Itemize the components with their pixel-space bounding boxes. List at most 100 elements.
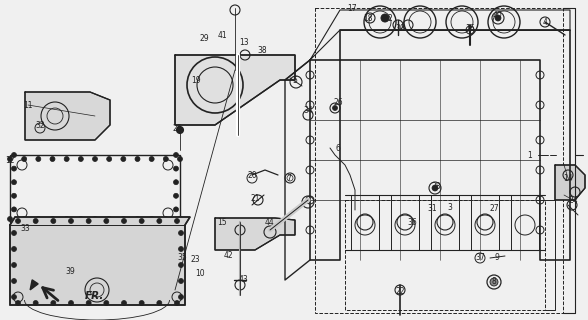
Polygon shape	[175, 55, 295, 125]
Circle shape	[51, 219, 56, 223]
Circle shape	[179, 246, 183, 252]
Circle shape	[163, 156, 168, 162]
Circle shape	[332, 106, 338, 110]
Text: 17: 17	[347, 4, 357, 12]
Circle shape	[12, 246, 16, 252]
Circle shape	[33, 300, 38, 306]
Circle shape	[78, 156, 83, 162]
Circle shape	[176, 126, 183, 133]
Circle shape	[36, 217, 41, 221]
Polygon shape	[555, 165, 585, 200]
Circle shape	[179, 294, 183, 300]
Text: 24: 24	[568, 196, 578, 204]
Circle shape	[122, 300, 126, 306]
Circle shape	[173, 166, 179, 171]
Text: 27: 27	[489, 204, 499, 212]
Bar	[431, 195, 459, 250]
Circle shape	[22, 217, 26, 221]
Circle shape	[121, 156, 126, 162]
Bar	[315, 8, 563, 313]
Circle shape	[106, 217, 112, 221]
Circle shape	[12, 193, 16, 198]
Circle shape	[36, 156, 41, 162]
Circle shape	[179, 262, 183, 268]
Circle shape	[149, 217, 154, 221]
Text: 25: 25	[172, 124, 182, 132]
Text: 18: 18	[363, 13, 373, 22]
Text: 19: 19	[191, 76, 201, 84]
Circle shape	[175, 219, 179, 223]
Text: 35: 35	[177, 253, 187, 262]
Circle shape	[173, 220, 179, 226]
Text: 41: 41	[217, 30, 227, 39]
Circle shape	[122, 219, 126, 223]
Text: 29: 29	[199, 34, 209, 43]
Polygon shape	[10, 217, 190, 305]
Circle shape	[179, 278, 183, 284]
Circle shape	[12, 180, 16, 185]
Text: 39: 39	[65, 268, 75, 276]
Circle shape	[68, 300, 74, 306]
Text: 36: 36	[407, 218, 417, 227]
Circle shape	[157, 219, 162, 223]
Circle shape	[381, 14, 389, 22]
Text: 20: 20	[247, 171, 257, 180]
Circle shape	[175, 300, 179, 306]
Circle shape	[12, 166, 16, 171]
Bar	[511, 195, 539, 250]
Text: 26: 26	[333, 98, 343, 107]
Circle shape	[8, 156, 12, 162]
Circle shape	[33, 219, 38, 223]
Text: 13: 13	[239, 37, 249, 46]
Circle shape	[86, 300, 91, 306]
Text: 15: 15	[217, 218, 227, 227]
Polygon shape	[215, 218, 295, 250]
Circle shape	[106, 156, 112, 162]
Circle shape	[173, 207, 179, 212]
Circle shape	[178, 156, 182, 162]
Text: 37: 37	[475, 253, 485, 262]
Text: 11: 11	[24, 100, 33, 109]
Circle shape	[135, 156, 140, 162]
Circle shape	[121, 217, 126, 221]
Circle shape	[86, 219, 91, 223]
Text: 14: 14	[563, 173, 573, 182]
Circle shape	[12, 278, 16, 284]
Text: 1: 1	[527, 150, 532, 159]
Text: 22: 22	[395, 287, 405, 297]
Bar	[10, 155, 180, 223]
Circle shape	[51, 300, 56, 306]
Text: FR.: FR.	[85, 291, 105, 301]
Text: 2: 2	[387, 13, 392, 22]
Circle shape	[8, 217, 12, 221]
Circle shape	[64, 156, 69, 162]
Circle shape	[92, 217, 98, 221]
Circle shape	[495, 15, 501, 21]
Circle shape	[15, 219, 21, 223]
Text: 34: 34	[303, 106, 313, 115]
Circle shape	[12, 207, 16, 212]
Text: 3: 3	[447, 203, 452, 212]
Circle shape	[173, 180, 179, 185]
Text: 9: 9	[495, 253, 499, 262]
Circle shape	[104, 219, 109, 223]
Text: 43: 43	[239, 276, 249, 284]
Text: 21: 21	[250, 194, 260, 203]
Circle shape	[135, 217, 140, 221]
Circle shape	[178, 217, 182, 221]
Text: 5: 5	[293, 76, 298, 84]
Text: 33: 33	[20, 223, 30, 233]
Circle shape	[92, 156, 98, 162]
Bar	[351, 195, 379, 250]
Text: 32: 32	[35, 121, 45, 130]
Circle shape	[173, 193, 179, 198]
Circle shape	[22, 156, 26, 162]
Circle shape	[78, 217, 83, 221]
Circle shape	[490, 278, 498, 286]
Text: 31: 31	[427, 204, 437, 212]
Circle shape	[12, 262, 16, 268]
Bar	[471, 195, 499, 250]
Text: 10: 10	[195, 269, 205, 278]
Text: 6: 6	[336, 143, 340, 153]
Circle shape	[12, 220, 16, 226]
